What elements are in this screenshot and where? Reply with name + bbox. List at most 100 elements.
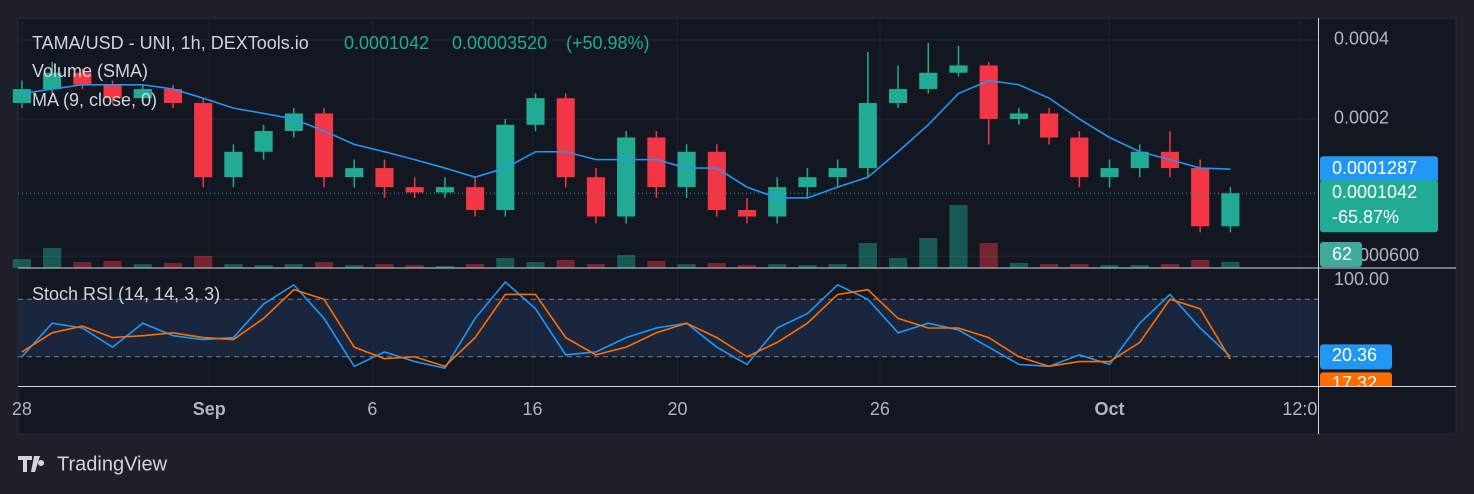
candle-body bbox=[768, 187, 787, 217]
volume-label: Volume (SMA) bbox=[32, 61, 148, 81]
x-tick-label: 16 bbox=[522, 399, 542, 419]
candle-body bbox=[224, 151, 243, 178]
x-tick-label: Oct bbox=[1095, 399, 1125, 419]
volume-bar bbox=[526, 262, 545, 268]
volume-bar bbox=[163, 263, 183, 268]
chart-frame bbox=[17, 17, 1457, 435]
candle-body bbox=[707, 151, 726, 210]
volume-bar bbox=[43, 248, 62, 268]
candle-body bbox=[949, 65, 968, 73]
volume-bar bbox=[103, 261, 122, 268]
volume-bar bbox=[194, 256, 213, 268]
candle-body bbox=[1009, 113, 1028, 119]
ma-label: MA (9, close, 0) bbox=[32, 90, 157, 110]
stoch-band-fill bbox=[18, 299, 1318, 357]
candle-body bbox=[435, 187, 454, 193]
candle-body bbox=[1070, 137, 1089, 178]
candle-body bbox=[1221, 193, 1240, 227]
volume-bar bbox=[737, 265, 757, 268]
candle-body bbox=[677, 151, 696, 188]
volume-bar bbox=[1070, 264, 1089, 268]
brand: TradingView bbox=[18, 453, 168, 475]
volume-bar bbox=[1130, 265, 1149, 268]
x-tick-label: 6 bbox=[367, 399, 377, 419]
candle-body bbox=[1100, 168, 1119, 178]
candle-body bbox=[1040, 113, 1059, 138]
volume-bar bbox=[1221, 261, 1240, 268]
volume-bar bbox=[556, 260, 575, 268]
stoch-tag bbox=[1320, 344, 1392, 370]
candle-body bbox=[73, 72, 92, 85]
candle-body bbox=[345, 168, 364, 178]
volume-bar bbox=[12, 259, 31, 268]
volume-bar bbox=[1009, 263, 1028, 268]
candle-body bbox=[103, 84, 122, 99]
price-change-pct: (+50.98%) bbox=[566, 33, 650, 53]
price-change: 0.00003520 bbox=[452, 33, 547, 53]
ma-line bbox=[21, 79, 1231, 199]
volume-bar bbox=[1191, 260, 1210, 268]
volume-bar bbox=[707, 263, 726, 268]
candle-body bbox=[314, 113, 334, 178]
x-tick-label: 26 bbox=[870, 399, 890, 419]
candle-body bbox=[133, 89, 152, 99]
y-tick-label: 100.00 bbox=[1334, 269, 1389, 289]
candle-body bbox=[919, 72, 938, 90]
brand-logo bbox=[18, 456, 45, 472]
volume-bar bbox=[254, 265, 273, 268]
volume-bar bbox=[224, 264, 243, 268]
candle-body bbox=[405, 187, 424, 193]
volume-tag bbox=[1320, 242, 1362, 267]
volume-bar bbox=[284, 264, 303, 268]
brand-name: TradingView bbox=[57, 453, 168, 475]
x-tick-label: Sep bbox=[193, 399, 226, 419]
candle-body bbox=[737, 209, 757, 217]
candle-body bbox=[888, 89, 908, 104]
volume-bar bbox=[405, 265, 424, 268]
candle-body bbox=[586, 177, 606, 217]
candle-body bbox=[12, 89, 31, 104]
close-tag-text: 0.0001042 bbox=[1332, 182, 1417, 202]
volume-bar bbox=[768, 264, 787, 268]
last-price: 0.0001042 bbox=[344, 33, 429, 53]
volume-bar bbox=[647, 261, 666, 268]
volume-bar bbox=[133, 264, 152, 268]
volume-bar bbox=[798, 265, 817, 268]
volume-bar bbox=[73, 262, 92, 268]
volume-bar bbox=[496, 258, 515, 268]
stoch-line bbox=[21, 288, 1232, 368]
candle-body bbox=[828, 168, 847, 178]
candle-body bbox=[798, 177, 817, 188]
volume-bar bbox=[1040, 264, 1059, 268]
candle-body bbox=[1130, 151, 1149, 169]
chart-title: TAMA/USD - UNI, 1h, DEXTools.io bbox=[32, 33, 309, 53]
candle-body bbox=[647, 137, 666, 188]
volume-bar bbox=[617, 255, 636, 268]
volume-bar bbox=[375, 264, 394, 268]
ma-tag bbox=[1320, 156, 1438, 183]
volume-bar bbox=[949, 205, 968, 268]
volume-bar bbox=[466, 264, 485, 268]
volume-bar bbox=[435, 266, 454, 268]
y-tick-label: 0.0004 bbox=[1334, 29, 1389, 49]
volume-bar bbox=[586, 264, 606, 268]
volume-bar bbox=[677, 264, 696, 268]
x-tick-label: 20 bbox=[668, 399, 688, 419]
x-tick-label: 28 bbox=[12, 399, 32, 419]
ma-tag-text: 0.0001287 bbox=[1332, 158, 1417, 178]
candle-body bbox=[254, 130, 273, 152]
candle-body bbox=[43, 72, 62, 90]
volume-tag-text: 62 bbox=[1332, 244, 1352, 264]
x-tick-label: 12:0 bbox=[1282, 399, 1317, 419]
candle-body bbox=[556, 98, 575, 178]
candle-body bbox=[526, 98, 545, 125]
candle-body bbox=[858, 103, 877, 169]
legend: TAMA/USD - UNI, 1h, DEXTools.io 0.000104… bbox=[32, 33, 650, 304]
time-axis: 28 Sep 6 16 20 26 Oct 12:0 bbox=[12, 18, 1456, 434]
volume-bar bbox=[1160, 264, 1180, 268]
y-tick-label: 0.0002 bbox=[1334, 108, 1389, 128]
candle-body bbox=[617, 137, 636, 217]
